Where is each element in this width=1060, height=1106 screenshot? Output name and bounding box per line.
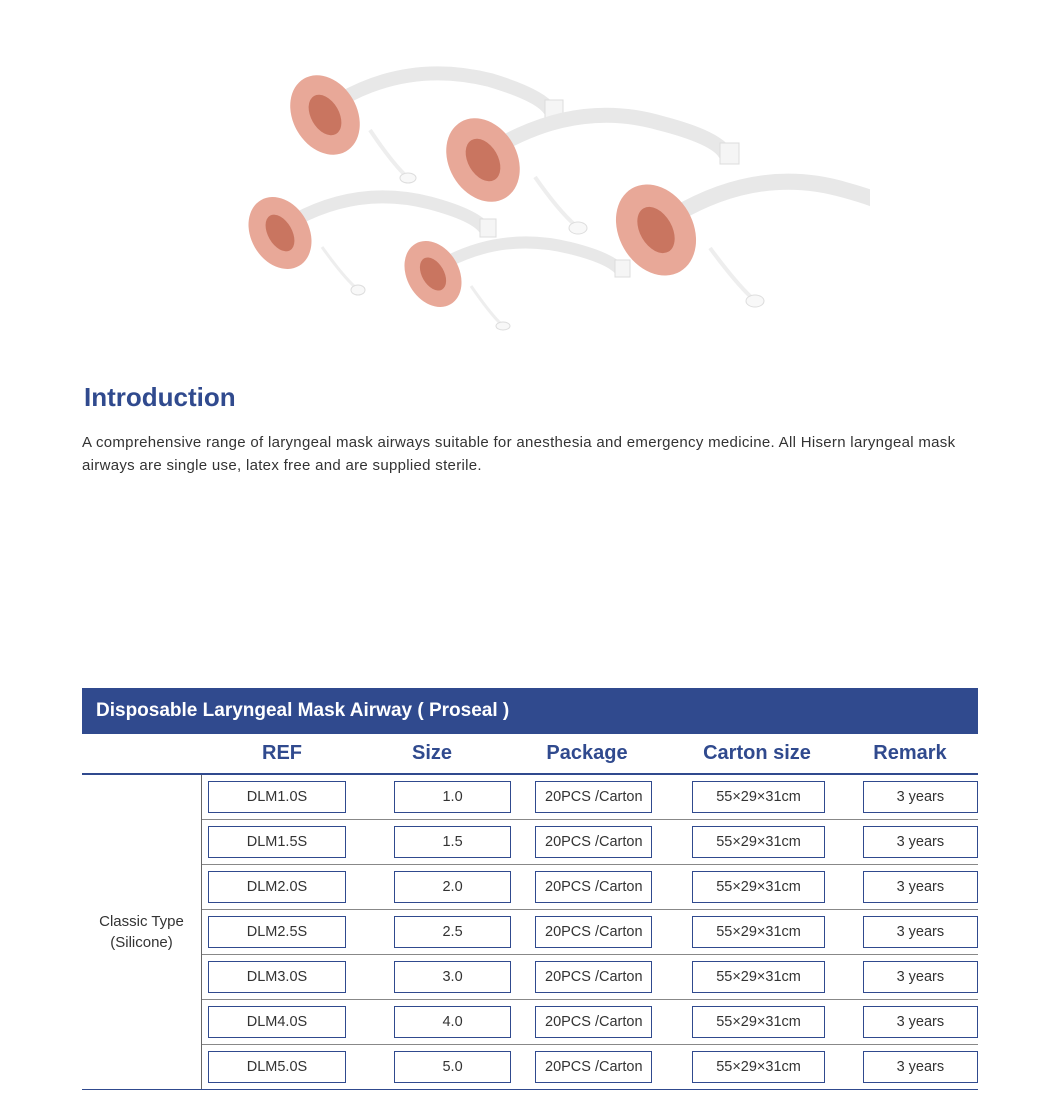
cell-carton: 55×29×31cm — [692, 1006, 824, 1038]
cell-carton: 55×29×31cm — [692, 781, 824, 813]
cell-size: 2.5 — [394, 916, 511, 948]
cell-ref: DLM2.5S — [208, 916, 346, 948]
col-header-size: Size — [362, 742, 502, 765]
cell-package: 20PCS /Carton — [535, 871, 652, 903]
cell-ref: DLM1.0S — [208, 781, 346, 813]
table-row: DLM2.0S 2.0 20PCS /Carton 55×29×31cm 3 years — [202, 865, 978, 910]
cell-ref: DLM5.0S — [208, 1051, 346, 1083]
cell-package: 20PCS /Carton — [535, 1006, 652, 1038]
introduction-text: A comprehensive range of laryngeal mask … — [82, 432, 982, 477]
lma-devices-illustration — [230, 20, 870, 350]
cell-carton: 55×29×31cm — [692, 916, 824, 948]
col-header-package: Package — [502, 742, 672, 765]
table-row: DLM1.5S 1.5 20PCS /Carton 55×29×31cm 3 years — [202, 820, 978, 865]
cell-size: 5.0 — [394, 1051, 511, 1083]
cell-remark: 3 years — [863, 871, 978, 903]
cell-ref: DLM1.5S — [208, 826, 346, 858]
cell-size: 1.5 — [394, 826, 511, 858]
cell-package: 20PCS /Carton — [535, 1051, 652, 1083]
table-rows: DLM1.0S 1.0 20PCS /Carton 55×29×31cm 3 years… — [202, 775, 978, 1089]
cell-remark: 3 years — [863, 916, 978, 948]
cell-size: 1.0 — [394, 781, 511, 813]
cell-ref: DLM4.0S — [208, 1006, 346, 1038]
cell-carton: 55×29×31cm — [692, 961, 824, 993]
cell-package: 20PCS /Carton — [535, 826, 652, 858]
cell-ref: DLM2.0S — [208, 871, 346, 903]
product-table: Disposable Laryngeal Mask Airway ( Prose… — [82, 688, 978, 1090]
cell-remark: 3 years — [863, 961, 978, 993]
cell-ref: DLM3.0S — [208, 961, 346, 993]
cell-carton: 55×29×31cm — [692, 871, 824, 903]
col-header-carton: Carton size — [672, 742, 842, 765]
cell-package: 20PCS /Carton — [535, 781, 652, 813]
table-row: DLM2.5S 2.5 20PCS /Carton 55×29×31cm 3 years — [202, 910, 978, 955]
table-row: DLM5.0S 5.0 20PCS /Carton 55×29×31cm 3 years — [202, 1045, 978, 1089]
col-header-ref: REF — [202, 742, 362, 765]
cell-carton: 55×29×31cm — [692, 826, 824, 858]
introduction-heading: Introduction — [84, 382, 236, 413]
cell-size: 2.0 — [394, 871, 511, 903]
col-header-remark: Remark — [842, 742, 978, 765]
cell-remark: 3 years — [863, 1006, 978, 1038]
product-image-area — [230, 20, 870, 350]
type-label-line2: (Silicone) — [110, 932, 173, 953]
cell-package: 20PCS /Carton — [535, 961, 652, 993]
cell-remark: 3 years — [863, 826, 978, 858]
table-type-label: Classic Type (Silicone) — [82, 775, 202, 1089]
cell-remark: 3 years — [863, 1051, 978, 1083]
cell-remark: 3 years — [863, 781, 978, 813]
cell-size: 3.0 — [394, 961, 511, 993]
table-row: DLM3.0S 3.0 20PCS /Carton 55×29×31cm 3 years — [202, 955, 978, 1000]
table-row: DLM1.0S 1.0 20PCS /Carton 55×29×31cm 3 years — [202, 775, 978, 820]
table-title-bar: Disposable Laryngeal Mask Airway ( Prose… — [82, 688, 978, 734]
col-header-spacer — [82, 742, 202, 765]
table-row: DLM4.0S 4.0 20PCS /Carton 55×29×31cm 3 years — [202, 1000, 978, 1045]
cell-size: 4.0 — [394, 1006, 511, 1038]
table-body: Classic Type (Silicone) DLM1.0S 1.0 20PCS … — [82, 775, 978, 1090]
cell-package: 20PCS /Carton — [535, 916, 652, 948]
cell-carton: 55×29×31cm — [692, 1051, 824, 1083]
table-column-headers: REF Size Package Carton size Remark — [82, 734, 978, 775]
type-label-line1: Classic Type — [99, 911, 184, 932]
